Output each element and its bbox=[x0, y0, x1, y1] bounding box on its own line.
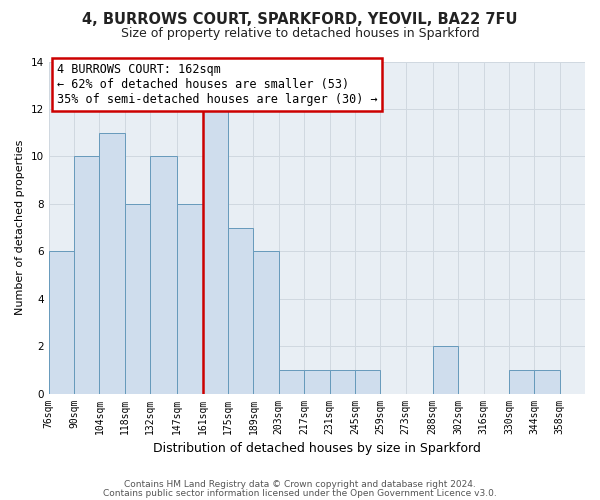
Bar bbox=[329, 370, 355, 394]
Text: Contains public sector information licensed under the Open Government Licence v3: Contains public sector information licen… bbox=[103, 488, 497, 498]
Bar bbox=[178, 204, 203, 394]
Text: 4 BURROWS COURT: 162sqm
← 62% of detached houses are smaller (53)
35% of semi-de: 4 BURROWS COURT: 162sqm ← 62% of detache… bbox=[57, 63, 377, 106]
Text: Size of property relative to detached houses in Sparkford: Size of property relative to detached ho… bbox=[121, 28, 479, 40]
Bar bbox=[279, 370, 304, 394]
Bar bbox=[49, 251, 74, 394]
Bar bbox=[100, 132, 125, 394]
Bar bbox=[253, 251, 279, 394]
Bar bbox=[228, 228, 253, 394]
Y-axis label: Number of detached properties: Number of detached properties bbox=[15, 140, 25, 315]
Bar bbox=[355, 370, 380, 394]
Bar bbox=[534, 370, 560, 394]
Bar bbox=[509, 370, 534, 394]
X-axis label: Distribution of detached houses by size in Sparkford: Distribution of detached houses by size … bbox=[153, 442, 481, 455]
Bar bbox=[150, 156, 178, 394]
Text: 4, BURROWS COURT, SPARKFORD, YEOVIL, BA22 7FU: 4, BURROWS COURT, SPARKFORD, YEOVIL, BA2… bbox=[82, 12, 518, 28]
Bar bbox=[433, 346, 458, 394]
Bar bbox=[203, 109, 228, 394]
Bar bbox=[304, 370, 329, 394]
Bar bbox=[74, 156, 100, 394]
Bar bbox=[125, 204, 150, 394]
Text: Contains HM Land Registry data © Crown copyright and database right 2024.: Contains HM Land Registry data © Crown c… bbox=[124, 480, 476, 489]
